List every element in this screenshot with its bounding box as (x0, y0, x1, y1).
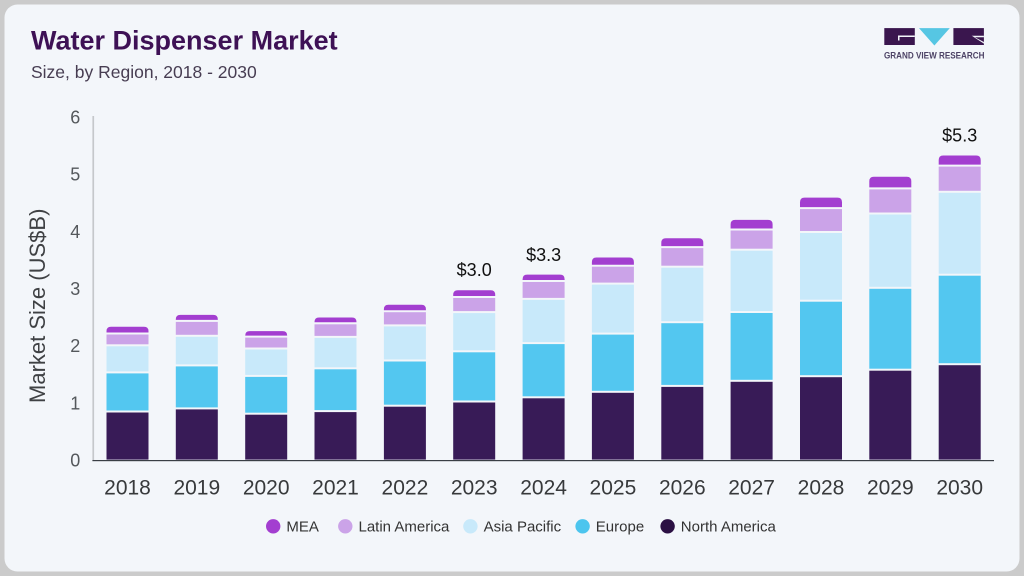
svg-text:$3.3: $3.3 (526, 245, 561, 265)
svg-text:5: 5 (70, 165, 80, 185)
svg-text:GRAND VIEW RESEARCH: GRAND VIEW RESEARCH (884, 50, 985, 60)
svg-text:2023: 2023 (451, 477, 498, 500)
svg-text:2027: 2027 (728, 477, 775, 500)
svg-text:2022: 2022 (382, 477, 429, 500)
svg-text:1: 1 (70, 393, 80, 413)
svg-text:2026: 2026 (659, 477, 706, 500)
svg-text:2019: 2019 (173, 477, 220, 500)
svg-text:2030: 2030 (936, 477, 983, 500)
svg-text:Asia Pacific: Asia Pacific (484, 519, 562, 536)
svg-text:6: 6 (70, 108, 80, 128)
svg-text:Europe: Europe (596, 519, 644, 536)
svg-text:2028: 2028 (798, 477, 845, 500)
svg-text:$5.3: $5.3 (942, 126, 977, 146)
svg-text:2020: 2020 (243, 477, 290, 500)
svg-text:2: 2 (70, 336, 80, 356)
svg-text:Water Dispenser Market: Water Dispenser Market (31, 26, 338, 56)
svg-text:2029: 2029 (867, 477, 914, 500)
svg-text:2018: 2018 (104, 477, 151, 500)
svg-text:Market Size (US$B): Market Size (US$B) (25, 209, 50, 403)
svg-text:4: 4 (70, 222, 80, 242)
svg-text:3: 3 (70, 279, 80, 299)
svg-text:0: 0 (70, 451, 80, 471)
svg-text:Latin America: Latin America (359, 519, 451, 536)
svg-text:2024: 2024 (520, 477, 567, 500)
svg-text:$3.0: $3.0 (457, 260, 492, 280)
svg-text:2021: 2021 (312, 477, 359, 500)
svg-text:2025: 2025 (590, 477, 637, 500)
svg-text:North America: North America (681, 519, 777, 536)
svg-text:MEA: MEA (286, 519, 319, 536)
svg-text:Size, by Region, 2018 - 2030: Size, by Region, 2018 - 2030 (31, 62, 257, 82)
